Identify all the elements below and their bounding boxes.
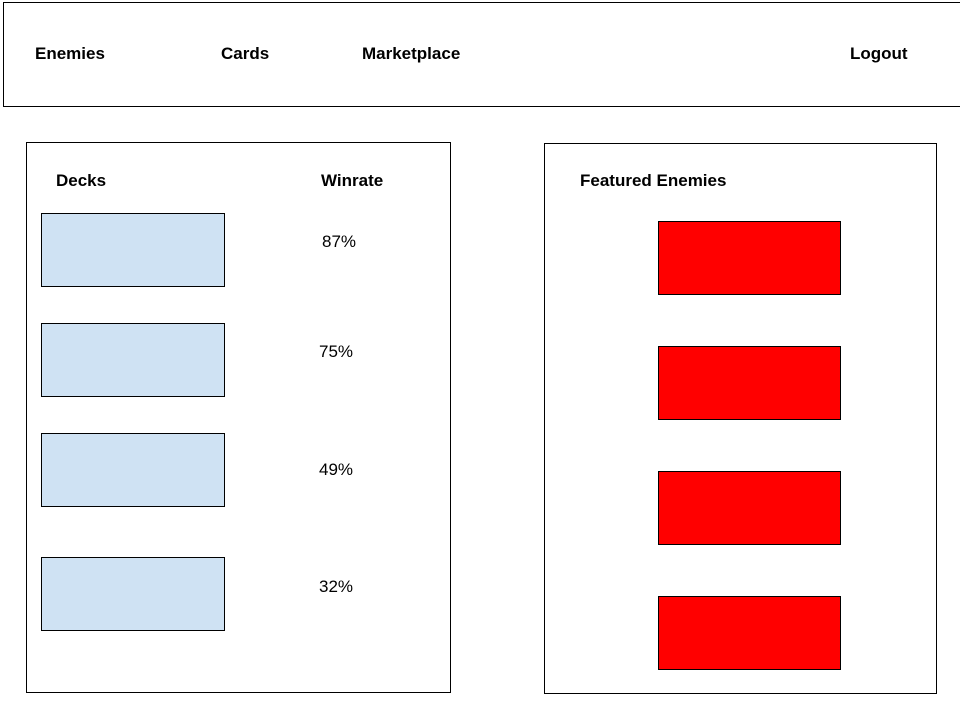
- winrate-heading: Winrate: [321, 171, 384, 190]
- deck-slot-1[interactable]: [41, 213, 225, 287]
- top-nav-bar: [3, 2, 960, 107]
- deck-winrate-2: 75%: [319, 342, 354, 361]
- decks-heading: Decks: [56, 171, 107, 190]
- deck-winrate-4: 32%: [319, 577, 354, 596]
- deck-winrate-3: 49%: [319, 460, 354, 479]
- featured-enemy-slot-2[interactable]: [658, 346, 841, 420]
- featured-enemy-slot-4[interactable]: [658, 596, 841, 670]
- nav-cards-link[interactable]: Cards: [221, 44, 270, 63]
- deck-slot-3[interactable]: [41, 433, 225, 507]
- decks-panel: [26, 142, 451, 693]
- featured-enemies-panel: [544, 143, 937, 694]
- featured-enemy-slot-3[interactable]: [658, 471, 841, 545]
- nav-enemies-link[interactable]: Enemies: [35, 44, 105, 63]
- featured-enemies-heading: Featured Enemies: [580, 171, 727, 190]
- deck-slot-2[interactable]: [41, 323, 225, 397]
- logout-link[interactable]: Logout: [850, 44, 908, 63]
- featured-enemy-slot-1[interactable]: [658, 221, 841, 295]
- deck-winrate-1: 87%: [322, 232, 357, 251]
- deck-slot-4[interactable]: [41, 557, 225, 631]
- nav-marketplace-link[interactable]: Marketplace: [362, 44, 461, 63]
